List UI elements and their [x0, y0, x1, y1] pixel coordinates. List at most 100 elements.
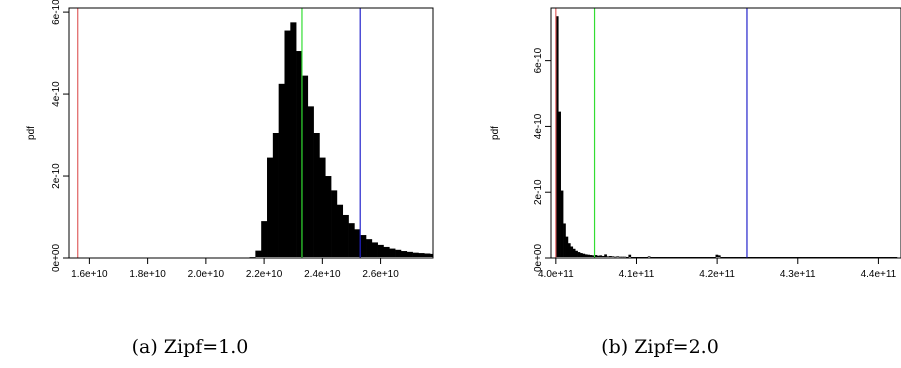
histogram-bar — [412, 252, 419, 257]
histogram-bar — [354, 229, 361, 257]
y-axis-label: pdf — [490, 126, 501, 140]
histogram-bar — [609, 256, 612, 257]
histogram-bar — [611, 256, 615, 257]
histogram-bar — [865, 257, 869, 258]
histogram-bar — [797, 257, 801, 258]
histogram-bar — [824, 257, 828, 258]
y-tick-label: 4e-10 — [51, 81, 62, 107]
histogram-bar — [761, 257, 765, 258]
histogram-bar — [863, 257, 866, 258]
histogram-bar — [430, 253, 434, 257]
histogram-bar — [829, 257, 832, 258]
histogram-bar — [732, 257, 736, 258]
histogram-bar — [739, 257, 743, 258]
histogram-bar — [807, 257, 811, 258]
histogram-bar — [618, 256, 622, 258]
histogram-bar — [366, 239, 373, 257]
histogram-bar — [424, 253, 431, 257]
histogram-bar — [688, 257, 692, 258]
histogram-bar — [703, 257, 707, 258]
histogram-bar — [383, 246, 390, 257]
histogram-bar — [301, 75, 309, 257]
histogram-bar — [838, 257, 842, 258]
histogram-bar — [389, 248, 396, 257]
histogram-bar — [889, 257, 893, 258]
histogram-bar — [613, 256, 617, 258]
histogram-bar — [331, 190, 338, 257]
histogram-bar — [296, 51, 303, 257]
histogram-bar — [744, 257, 748, 258]
histogram-bar — [267, 157, 274, 257]
histogram-bar — [671, 257, 675, 258]
histogram-bar — [249, 257, 256, 258]
histogram-bar — [693, 257, 697, 258]
histogram-bar — [870, 257, 874, 258]
histogram-bar — [858, 257, 861, 258]
histogram-bar — [418, 253, 425, 257]
histogram-bar — [788, 257, 791, 258]
histogram-bar — [371, 242, 378, 257]
histogram-bar — [722, 257, 726, 258]
histogram-bar — [255, 250, 262, 257]
histogram-bar — [652, 257, 656, 258]
histogram-bar — [601, 256, 605, 257]
histogram-bar — [734, 257, 738, 258]
histogram-bar — [814, 257, 818, 258]
x-tick-label: 4.2e+11 — [699, 269, 735, 280]
histogram-bar — [843, 257, 847, 258]
histogram-bar — [696, 257, 699, 258]
histogram-bar — [756, 257, 760, 258]
histogram-bar — [795, 257, 799, 258]
histogram-bar — [855, 257, 859, 258]
histogram-panel-b: 4.0e+11 4.1e+11 4.2e+11 4.3e+11 4.4e+11 0e+00… — [490, 7, 901, 280]
histogram-bar — [877, 257, 881, 258]
histogram-bar — [679, 257, 682, 258]
x-tick-label: 1.6e+10 — [71, 269, 108, 280]
x-tick-label: 4.3e+11 — [780, 269, 816, 280]
histogram-bar — [684, 257, 687, 258]
y-tick-label: 6e-10 — [51, 0, 62, 25]
histogram-bar — [575, 250, 578, 257]
histogram-bar — [667, 257, 670, 258]
histogram-bar — [790, 257, 794, 258]
histogram-bar — [676, 257, 680, 258]
histogram-bar — [577, 252, 581, 257]
histogram-bar — [720, 257, 724, 258]
histogram-bar — [691, 257, 695, 258]
histogram-bar — [754, 257, 757, 258]
histogram-bar — [710, 257, 714, 258]
y-tick-label: 0e+00 — [533, 244, 544, 273]
histogram-bar — [563, 223, 566, 257]
histogram-bar — [657, 257, 661, 258]
histogram-bar — [701, 257, 704, 258]
histogram-bar — [565, 236, 569, 257]
x-tick-label: 2.4e+10 — [304, 269, 341, 280]
histogram-bar — [880, 257, 883, 258]
histogram-bar — [742, 257, 745, 258]
histogram-bar — [792, 257, 796, 258]
histogram-bar — [261, 221, 268, 257]
y-tick-label: 0e+00 — [51, 244, 62, 273]
histogram-bar — [348, 223, 355, 257]
histogram-bar — [395, 249, 402, 257]
histogram-bar — [766, 257, 770, 258]
histogram-bar — [572, 248, 576, 257]
histogram-bar — [805, 257, 808, 258]
histogram-bar — [589, 255, 593, 257]
histogram-bar — [642, 257, 646, 258]
histogram-bar — [846, 257, 849, 258]
x-tick-label: 4.1e+11 — [619, 269, 655, 280]
histogram-bar — [875, 257, 878, 258]
histogram-bar — [887, 257, 891, 258]
histogram-bar — [400, 251, 408, 257]
histogram-bar — [560, 190, 564, 257]
histogram-bar — [717, 255, 721, 257]
histogram-bar — [884, 257, 888, 258]
caption-b: (b) Zipf=2.0 — [601, 336, 719, 358]
histogram-bar — [640, 257, 644, 258]
histogram-bar — [826, 257, 830, 258]
histogram-bar — [662, 257, 666, 258]
histogram-bar — [558, 111, 561, 257]
histogram-bar — [831, 257, 835, 258]
